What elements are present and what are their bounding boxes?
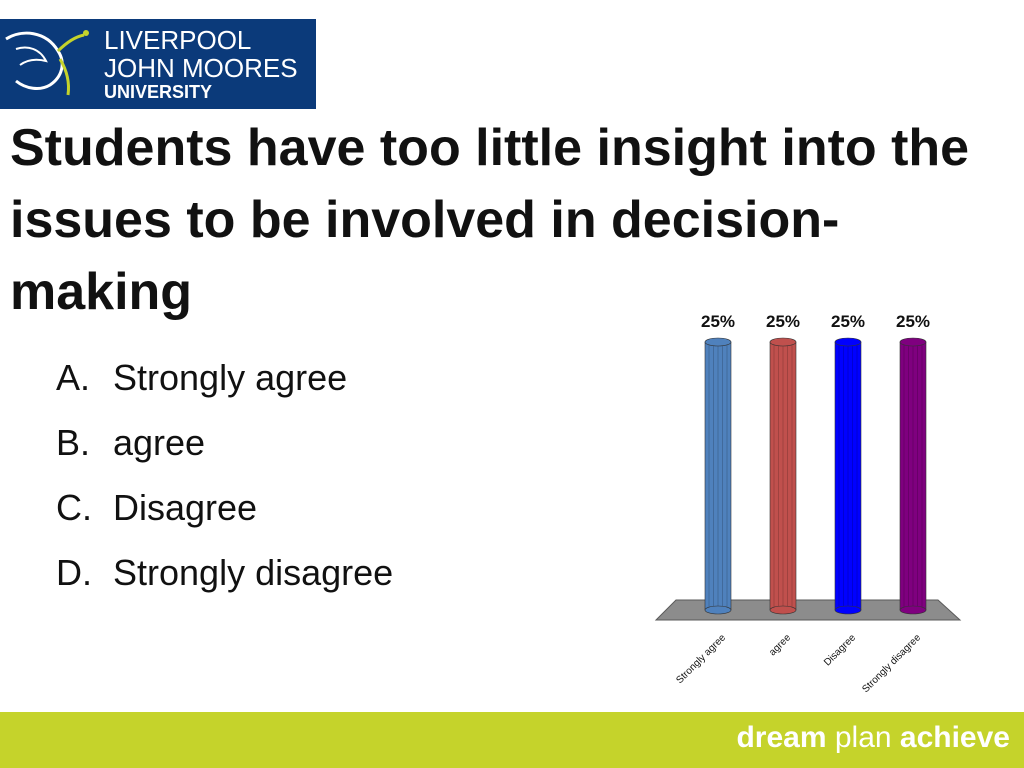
option-a: A. Strongly agree bbox=[56, 345, 393, 410]
liver-bird-icon bbox=[5, 30, 89, 96]
data-label: 25% bbox=[831, 312, 865, 331]
chart-bar bbox=[769, 337, 797, 615]
tagline-word: plan bbox=[834, 721, 892, 754]
category-label: Strongly agree bbox=[674, 632, 728, 686]
chart-bar bbox=[704, 337, 732, 615]
option-letter: A. bbox=[56, 357, 91, 398]
option-text: Disagree bbox=[113, 487, 258, 528]
option-d: D. Strongly disagree bbox=[56, 540, 393, 605]
logo-text-university: UNIVERSITY bbox=[104, 82, 213, 102]
option-text: Strongly agree bbox=[113, 357, 348, 398]
option-b: B. agree bbox=[56, 410, 393, 475]
university-logo: LIVERPOOL JOHN MOORES UNIVERSITY bbox=[0, 19, 316, 109]
option-letter: B. bbox=[56, 422, 91, 463]
tagline-word: dream bbox=[736, 721, 827, 754]
logo-text-john-moores: JOHN MOORES bbox=[104, 53, 298, 83]
answer-options: A. Strongly agree B. agree C. Disagree D. St… bbox=[56, 345, 393, 605]
response-chart: 25% Strongly agree 25% agree 25% Disagree 25% S… bbox=[654, 312, 962, 695]
option-text: Strongly disagree bbox=[113, 552, 394, 593]
data-label: 25% bbox=[766, 312, 800, 331]
option-text: agree bbox=[113, 422, 206, 463]
logo-text-liverpool: LIVERPOOL bbox=[104, 25, 252, 55]
tagline-word: achieve bbox=[899, 721, 1010, 754]
data-label: 25% bbox=[896, 312, 930, 331]
category-label: Disagree bbox=[822, 632, 858, 668]
option-letter: C. bbox=[56, 487, 92, 528]
category-label: Strongly disagree bbox=[860, 632, 923, 695]
chart-bar bbox=[899, 337, 927, 615]
category-label: agree bbox=[767, 632, 793, 658]
slide-title: Students have too little insight into th… bbox=[10, 119, 970, 321]
data-label: 25% bbox=[701, 312, 735, 331]
footer-tagline: dream plan achieve bbox=[736, 721, 1010, 755]
option-c: C. Disagree bbox=[56, 475, 393, 540]
chart-bar bbox=[834, 337, 862, 615]
option-letter: D. bbox=[56, 552, 92, 593]
footer-bar: dream plan achieve bbox=[0, 712, 1024, 768]
